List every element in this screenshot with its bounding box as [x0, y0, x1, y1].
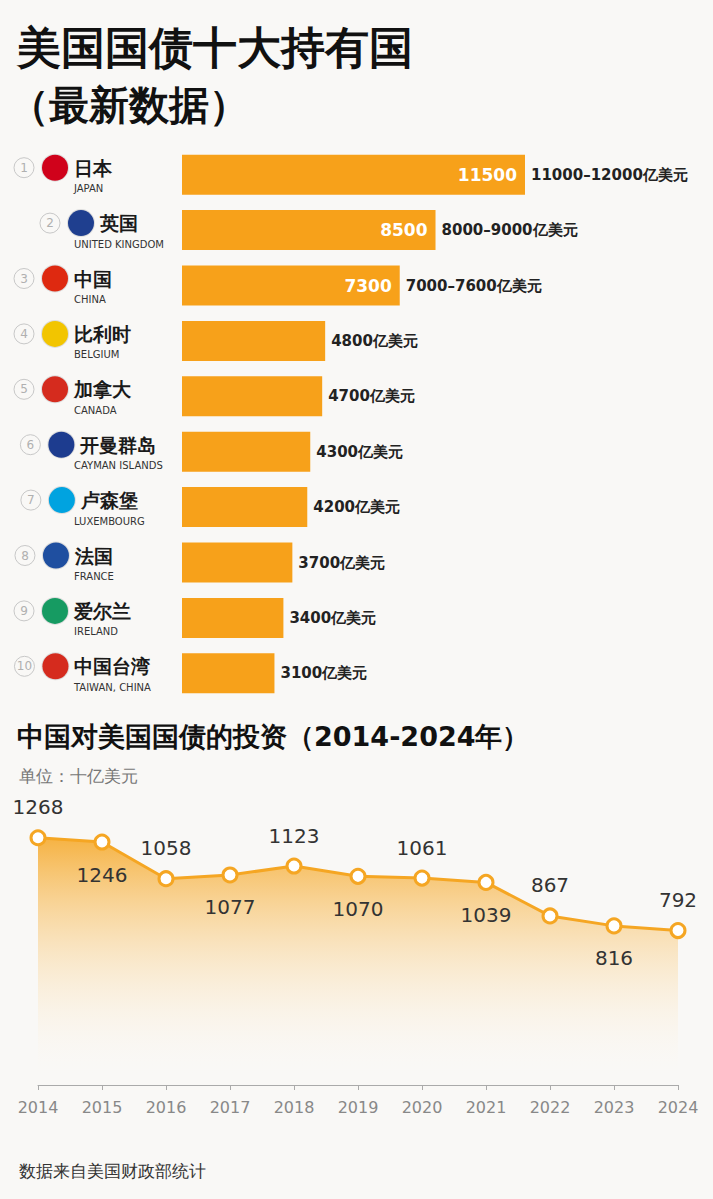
svg-text:7000–7600亿美元: 7000–7600亿美元	[406, 277, 542, 295]
svg-text:2018: 2018	[274, 1098, 315, 1117]
svg-text:1: 1	[20, 161, 28, 175]
svg-text:7: 7	[27, 493, 35, 507]
svg-text:JAPAN: JAPAN	[73, 183, 103, 194]
svg-text:2020: 2020	[402, 1098, 443, 1117]
svg-text:4300亿美元: 4300亿美元	[316, 443, 403, 461]
svg-text:中国: 中国	[74, 268, 112, 290]
svg-text:BELGIUM: BELGIUM	[74, 349, 119, 360]
svg-text:792: 792	[659, 888, 697, 912]
svg-text:3400亿美元: 3400亿美元	[289, 609, 376, 627]
svg-text:单位：十亿美元: 单位：十亿美元	[19, 766, 138, 786]
svg-text:8500: 8500	[380, 220, 427, 240]
svg-text:CHINA: CHINA	[74, 294, 106, 305]
svg-text:3: 3	[20, 272, 28, 286]
svg-text:2022: 2022	[530, 1098, 571, 1117]
svg-text:法国: 法国	[74, 545, 113, 567]
svg-text:4200亿美元: 4200亿美元	[313, 498, 400, 516]
svg-text:11500: 11500	[458, 165, 517, 185]
svg-text:4700亿美元: 4700亿美元	[328, 387, 415, 405]
svg-text:2014: 2014	[18, 1098, 59, 1117]
svg-text:2: 2	[46, 216, 54, 230]
svg-text:2021: 2021	[466, 1098, 507, 1117]
svg-text:1058: 1058	[141, 836, 192, 860]
svg-text:11000–12000亿美元: 11000–12000亿美元	[531, 166, 688, 184]
svg-text:2017: 2017	[210, 1098, 251, 1117]
svg-text:8: 8	[21, 549, 29, 563]
svg-text:867: 867	[531, 873, 569, 897]
svg-text:8000–9000亿美元: 8000–9000亿美元	[442, 221, 578, 239]
svg-text:卢森堡: 卢森堡	[80, 489, 138, 511]
svg-text:FRANCE: FRANCE	[74, 571, 114, 582]
svg-text:TAIWAN, CHINA: TAIWAN, CHINA	[73, 682, 151, 693]
svg-text:5: 5	[20, 382, 28, 396]
svg-text:1070: 1070	[333, 897, 384, 921]
svg-text:CANADA: CANADA	[74, 405, 117, 416]
svg-text:3100亿美元: 3100亿美元	[280, 664, 367, 682]
svg-text:2024: 2024	[658, 1098, 699, 1117]
svg-text:2016: 2016	[146, 1098, 187, 1117]
svg-text:美国国债十大持有国: 美国国债十大持有国	[16, 22, 413, 73]
svg-text:UNITED KINGDOM: UNITED KINGDOM	[74, 239, 164, 250]
svg-text:4800亿美元: 4800亿美元	[331, 332, 418, 350]
svg-text:比利时: 比利时	[74, 323, 131, 345]
svg-text:816: 816	[595, 946, 633, 970]
svg-text:中国台湾: 中国台湾	[74, 655, 150, 677]
svg-text:1061: 1061	[397, 836, 448, 860]
svg-text:中国对美国国债的投资（2014-2024年）: 中国对美国国债的投资（2014-2024年）	[17, 721, 530, 752]
svg-text:开曼群岛: 开曼群岛	[79, 434, 156, 456]
svg-text:1039: 1039	[461, 903, 512, 927]
svg-text:9: 9	[20, 604, 28, 618]
svg-text:1077: 1077	[205, 895, 256, 919]
svg-text:3700亿美元: 3700亿美元	[298, 554, 385, 572]
svg-text:1268: 1268	[13, 795, 64, 819]
svg-text:1123: 1123	[269, 824, 320, 848]
svg-text:2015: 2015	[82, 1098, 123, 1117]
svg-text:10: 10	[17, 659, 32, 673]
svg-text:CAYMAN ISLANDS: CAYMAN ISLANDS	[74, 460, 163, 471]
svg-text:LUXEMBOURG: LUXEMBOURG	[74, 516, 145, 527]
svg-text:6: 6	[27, 438, 35, 452]
svg-text:日本: 日本	[74, 157, 113, 179]
svg-text:2019: 2019	[338, 1098, 379, 1117]
svg-text:2023: 2023	[594, 1098, 635, 1117]
svg-text:英国: 英国	[99, 212, 138, 234]
svg-text:7300: 7300	[344, 276, 391, 296]
svg-text:（最新数据）: （最新数据）	[9, 82, 249, 128]
svg-text:1246: 1246	[77, 863, 128, 887]
svg-text:IRELAND: IRELAND	[74, 626, 118, 637]
svg-text:数据来自美国财政部统计: 数据来自美国财政部统计	[19, 1161, 206, 1181]
svg-text:加拿大: 加拿大	[73, 378, 132, 400]
svg-text:爱尔兰: 爱尔兰	[73, 600, 131, 622]
svg-text:4: 4	[20, 327, 28, 341]
